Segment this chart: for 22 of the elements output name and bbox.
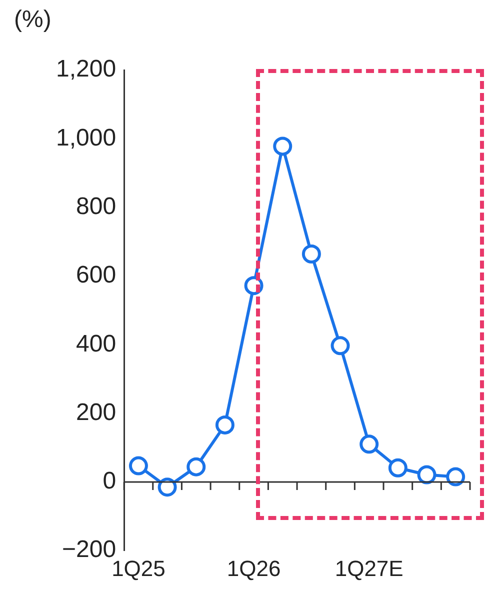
- point: [302, 244, 321, 264]
- x-tick-label: 1Q27E: [334, 556, 404, 581]
- y-tick-label: 1,200: [56, 56, 116, 83]
- point: [186, 457, 206, 476]
- point: [388, 458, 408, 478]
- x-tick-label: 1Q26: [226, 556, 281, 581]
- x-tick-label: 1Q25: [112, 556, 166, 581]
- y-tick-label: 400: [76, 330, 116, 358]
- y-axis-title: (%): [14, 6, 52, 34]
- y-tick-label: 0: [102, 468, 116, 495]
- y-tick-label: 600: [76, 262, 116, 289]
- y-tick-label: 1,000: [56, 124, 116, 152]
- point: [128, 456, 148, 476]
- point: [215, 415, 234, 434]
- point: [273, 136, 292, 156]
- point: [360, 434, 379, 454]
- y-tick-label: 200: [76, 398, 116, 426]
- point: [158, 478, 177, 497]
- point: [330, 336, 350, 356]
- y-tick-label: 800: [76, 192, 116, 220]
- point: [446, 467, 466, 486]
- point: [417, 465, 436, 484]
